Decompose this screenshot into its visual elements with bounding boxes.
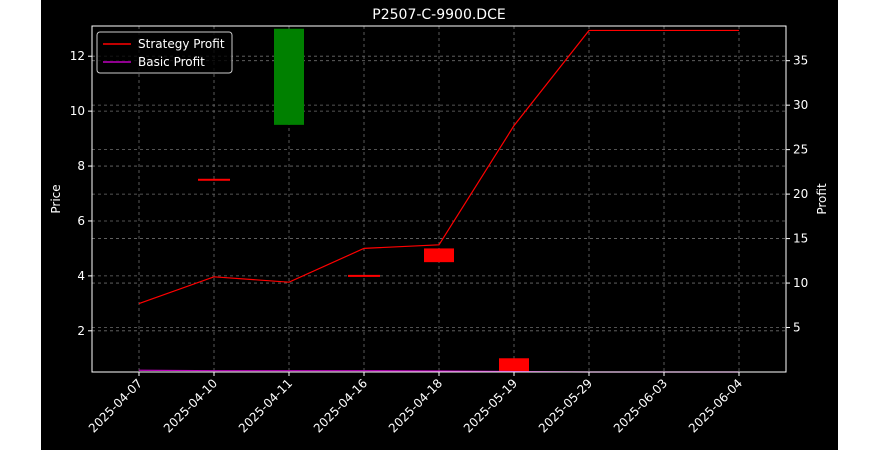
y-right-tick-label: 15 [793,232,808,246]
chart-title: P2507-C-9900.DCE [372,7,505,23]
candle-body [198,178,230,181]
candle-body [348,274,380,277]
y-right-tick-label: 5 [793,321,801,335]
y-left-tick-label: 8 [77,159,85,173]
legend: Strategy Profit Basic Profit [96,31,233,74]
candle-body [424,248,454,263]
left-axis: 2 4 6 8 10 12 [70,49,92,338]
y-axis-left-label: Price [49,184,63,213]
y-right-tick-label: 25 [793,143,808,157]
series-line [138,29,739,305]
y-left-tick-label: 12 [70,49,85,63]
legend-entry: Strategy Profit [138,37,225,51]
candle-layer [198,28,529,372]
y-left-tick-label: 6 [77,214,85,228]
y-left-tick-label: 2 [77,324,85,338]
y-right-tick-label: 10 [793,276,808,290]
y-right-tick-label: 35 [793,54,808,68]
y-right-tick-label: 30 [793,98,808,112]
y-right-tick-label: 20 [793,187,808,201]
grid-layer [92,26,786,372]
legend-entry: Basic Profit [138,55,205,69]
right-axis: 5 10 15 20 25 30 35 [786,54,808,335]
candle-body [499,358,529,372]
y-left-tick-label: 4 [77,269,85,283]
candle-body [274,28,304,125]
y-axis-right-label: Profit [815,183,829,215]
y-left-tick-label: 10 [70,104,85,118]
